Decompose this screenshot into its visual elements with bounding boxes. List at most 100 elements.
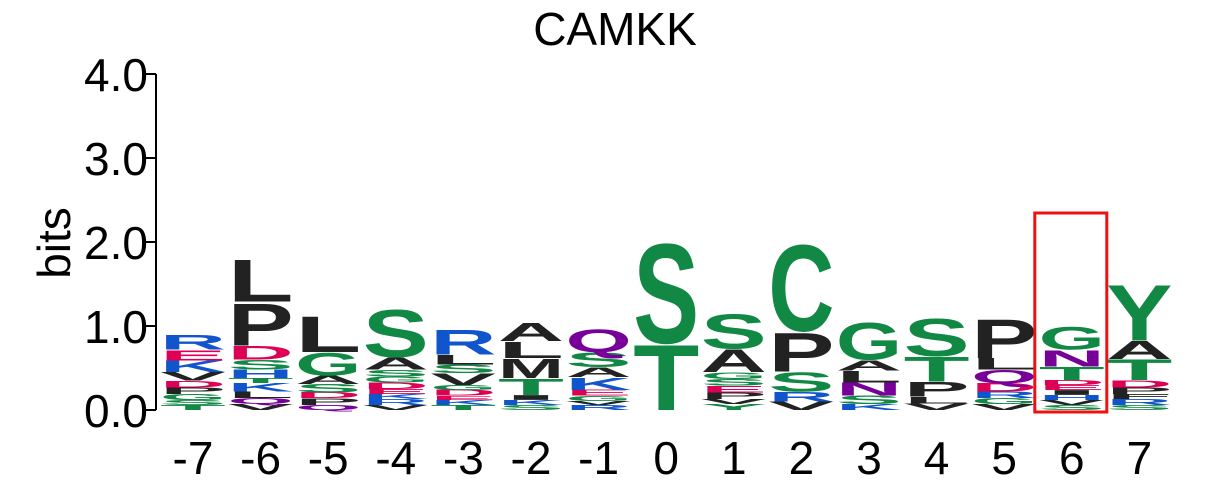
- logo-letter-v: V: [904, 402, 970, 412]
- logo-letter-g: G: [295, 346, 361, 383]
- x-tick-label: -1: [578, 432, 619, 484]
- logo-letter-s: S: [498, 404, 564, 412]
- x-tick-label: -3: [443, 432, 484, 484]
- logo-letter-s: S: [1039, 404, 1105, 412]
- logo-letter-s: S: [1106, 404, 1172, 412]
- logo-letter-d: D: [1039, 378, 1105, 386]
- logo-letter-s: S: [768, 366, 834, 397]
- x-tick-label: -7: [173, 432, 214, 484]
- logo-letter-q: Q: [295, 404, 361, 412]
- y-tick-label: 4.0: [84, 49, 148, 101]
- logo-letter-d: D: [295, 391, 361, 400]
- logo-letter-m: M: [498, 353, 564, 385]
- logo-letter-s: S: [836, 394, 902, 407]
- logo-letter-s: S: [228, 357, 294, 373]
- logo-letter-k: K: [363, 393, 429, 401]
- logo-letter-d: D: [1106, 378, 1172, 390]
- logo-letter-g: G: [430, 384, 496, 392]
- logo-letter-d: D: [363, 381, 429, 391]
- logo-letter-l: L: [904, 395, 970, 405]
- logo-letter-l: L: [228, 390, 294, 400]
- logo-letter-a: A: [701, 343, 767, 380]
- logo-letter-v: V: [971, 403, 1037, 412]
- logo-letter-r: R: [160, 331, 226, 354]
- logo-letter-s: S: [904, 308, 970, 368]
- x-tick-label: 0: [653, 432, 679, 484]
- logo-letter-v: V: [1039, 399, 1105, 407]
- logo-letter-p: P: [160, 386, 226, 396]
- logo-letter-v: V: [363, 404, 429, 412]
- logo-letter-e: E: [701, 384, 767, 394]
- chart-title: CAMKK: [533, 3, 697, 55]
- logo-letter-s: S: [160, 399, 226, 407]
- logo-letter-h: H: [1039, 394, 1105, 402]
- logo-letter-l: L: [430, 352, 496, 368]
- logo-letter-v: V: [768, 400, 834, 413]
- x-tick-label: 1: [721, 432, 747, 484]
- logo-letter-d: D: [971, 381, 1037, 394]
- logo-letter-v: V: [228, 403, 294, 412]
- logo-letter-r: R: [971, 390, 1037, 400]
- logo-letter-d: D: [430, 388, 496, 397]
- logo-letter-p: P: [971, 308, 1037, 371]
- logo-letter-p: P: [768, 321, 834, 384]
- logo-letter-e: E: [160, 347, 226, 364]
- logo-letter-v: V: [566, 400, 632, 407]
- logo-letter-a: A: [836, 357, 902, 374]
- logo-letter-y: Y: [1106, 270, 1172, 358]
- logo-letter-t: T: [633, 327, 699, 431]
- logo-letter-s: S: [430, 362, 496, 375]
- y-axis: 0.0 1.0 2.0 3.0 4.0: [84, 49, 157, 437]
- logo-letter-l: L: [836, 368, 902, 386]
- logo-letter-y: Y: [701, 403, 767, 412]
- logo-letter-t: T: [430, 404, 496, 412]
- logo-letter-s: S: [633, 214, 699, 373]
- logo-letters: TSGPDVKERVQLKTHSDPLQPDSAGLVRKEDGSASTKEDG…: [160, 214, 1172, 430]
- y-tick-label: 1.0: [84, 301, 148, 353]
- logo-letter-g: G: [701, 370, 767, 381]
- logo-letter-r: R: [363, 398, 429, 407]
- logo-letter-t: T: [160, 404, 226, 412]
- y-tick-label: 2.0: [84, 217, 148, 269]
- logo-letter-h: H: [228, 368, 294, 381]
- logo-letter-s: S: [363, 368, 429, 378]
- logo-letter-r: R: [430, 323, 496, 362]
- logo-letter-p: P: [1106, 386, 1172, 396]
- y-tick-label: 0.0: [84, 385, 148, 437]
- logo-letter-i: I: [1039, 389, 1105, 397]
- logo-letter-g: G: [566, 394, 632, 402]
- logo-letter-a: A: [363, 354, 429, 374]
- logo-letter-i: I: [498, 394, 564, 402]
- logo-letter-l: L: [228, 247, 294, 315]
- logo-letter-l: L: [971, 355, 1037, 373]
- logo-letter-q: Q: [566, 323, 632, 360]
- logo-letter-q: Q: [228, 397, 294, 406]
- logo-letter-t: T: [498, 374, 564, 400]
- logo-letter-t: T: [1039, 363, 1105, 384]
- logo-letter-r: R: [566, 404, 632, 412]
- logo-letter-k: K: [566, 374, 632, 394]
- logo-letter-r: R: [1106, 398, 1172, 407]
- logo-letter-e: E: [430, 395, 496, 401]
- logo-letter-a: A: [1106, 336, 1172, 365]
- logo-letter-q: Q: [971, 366, 1037, 387]
- logo-letter-g: G: [363, 375, 429, 384]
- logo-letter-s: S: [701, 377, 767, 387]
- logo-letter-c: C: [768, 221, 834, 359]
- logo-letter-n: N: [836, 379, 902, 400]
- highlight-box: [1033, 211, 1109, 414]
- logo-letter-g: G: [836, 312, 902, 371]
- logo-letter-k: K: [836, 403, 902, 412]
- x-tick-label: -2: [511, 432, 552, 484]
- logo-letter-s: S: [295, 382, 361, 395]
- logo-letter-f: F: [1106, 393, 1172, 401]
- logo-letter-t: T: [228, 377, 294, 385]
- x-tick-label: 2: [789, 432, 815, 484]
- logo-letter-p: P: [904, 378, 970, 401]
- logo-letter-g: G: [971, 397, 1037, 406]
- logo-letter-v: V: [701, 398, 767, 406]
- x-tick-label: 5: [991, 432, 1017, 484]
- logo-letter-l: L: [498, 337, 564, 363]
- x-tick-label: -6: [240, 432, 281, 484]
